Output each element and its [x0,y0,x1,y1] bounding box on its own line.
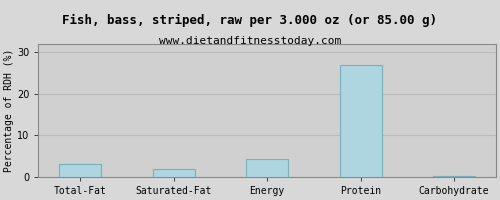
Bar [152,169,194,177]
Y-axis label: Percentage of RDH (%): Percentage of RDH (%) [4,49,14,172]
Bar [246,159,288,177]
Bar [433,176,475,177]
Bar [340,65,382,177]
Title: Fish, bass, striped, raw per 3.000 oz (or 85.00 g)
www.dietandfitnesstoday.com: Fish, bass, striped, raw per 3.000 oz (o… [0,199,1,200]
Text: Fish, bass, striped, raw per 3.000 oz (or 85.00 g): Fish, bass, striped, raw per 3.000 oz (o… [62,14,438,27]
Bar [59,164,101,177]
Text: www.dietandfitnesstoday.com: www.dietandfitnesstoday.com [159,36,341,46]
